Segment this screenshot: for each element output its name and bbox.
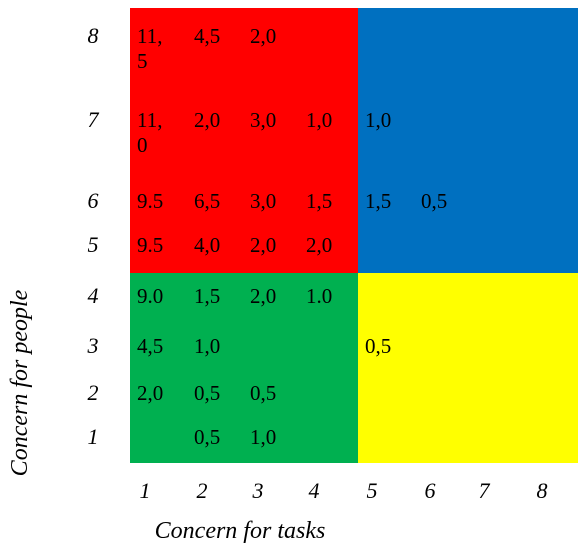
cell-values: 11,54,5 2,011,02,0 3,0 1,0 1,09.5 6,5 3,0 1,5 1,… — [137, 24, 447, 449]
cell-value: 11, — [137, 24, 162, 48]
cell-value: 9.5 — [137, 233, 163, 257]
x-tick-label: 1 — [140, 478, 151, 503]
cell-value: 5 — [137, 49, 148, 73]
cell-value: 2,0 — [250, 24, 276, 48]
cell-value: 0,5 — [365, 334, 391, 358]
quadrant-region — [130, 273, 358, 463]
x-tick-label: 3 — [252, 478, 264, 503]
x-tick-label: 5 — [367, 478, 378, 503]
y-tick-label: 1 — [88, 424, 99, 449]
x-tick-label: 8 — [537, 478, 548, 503]
x-tick-label: 7 — [479, 478, 491, 503]
cell-value: 2,0 — [250, 284, 276, 308]
y-tick-label: 6 — [88, 188, 99, 213]
x-tick-label: 6 — [425, 478, 436, 503]
quadrant-region — [130, 8, 358, 273]
cell-value: 1.0 — [306, 284, 332, 308]
y-tick-label: 7 — [88, 107, 100, 132]
y-tick-label: 8 — [88, 23, 99, 48]
y-tick-label: 3 — [87, 333, 99, 358]
quadrant-region — [358, 273, 578, 463]
x-tick-label: 2 — [197, 478, 208, 503]
cell-value: 1,0 — [194, 334, 220, 358]
cell-value: 1,5 — [194, 284, 220, 308]
cell-value: 9.0 — [137, 284, 163, 308]
cell-value: 1,0 — [306, 108, 332, 132]
cell-value: 2,0 — [250, 233, 276, 257]
axis-ticks: 1 2 3 4 5 6 7 8 1 2 3 4 5 6 7 8 — [87, 23, 548, 503]
x-axis-title: Concern for tasks — [155, 518, 326, 544]
cell-value: 4,5 — [137, 334, 163, 358]
cell-value: 1,0 — [250, 425, 276, 449]
cell-value: 0,5 — [194, 425, 220, 449]
cell-value: 2,0 — [137, 381, 163, 405]
cell-value: 2,0 — [306, 233, 332, 257]
cell-value: 1,0 — [365, 108, 391, 132]
cell-value: 0 — [137, 133, 148, 157]
cell-value: 1,5 — [365, 189, 391, 213]
cell-value: 1,5 — [306, 189, 332, 213]
y-axis-title: Concern for people — [7, 289, 33, 476]
cell-value: 9.5 — [137, 189, 163, 213]
cell-value: 4,0 — [194, 233, 220, 257]
quadrant-regions — [130, 8, 578, 463]
cell-value: 0,5 — [421, 189, 447, 213]
cell-value: 11, — [137, 108, 162, 132]
cell-value: 6,5 — [194, 189, 220, 213]
cell-value: 2,0 — [194, 108, 220, 132]
y-tick-label: 4 — [88, 283, 99, 308]
quadrant-region — [358, 8, 578, 273]
y-tick-label: 5 — [88, 232, 99, 257]
cell-value: 0,5 — [250, 381, 276, 405]
cell-value: 0,5 — [194, 381, 220, 405]
x-tick-label: 4 — [309, 478, 320, 503]
y-tick-label: 2 — [88, 380, 99, 405]
cell-value: 3,0 — [250, 108, 276, 132]
cell-value: 4,5 — [194, 24, 220, 48]
cell-value: 3,0 — [250, 189, 276, 213]
